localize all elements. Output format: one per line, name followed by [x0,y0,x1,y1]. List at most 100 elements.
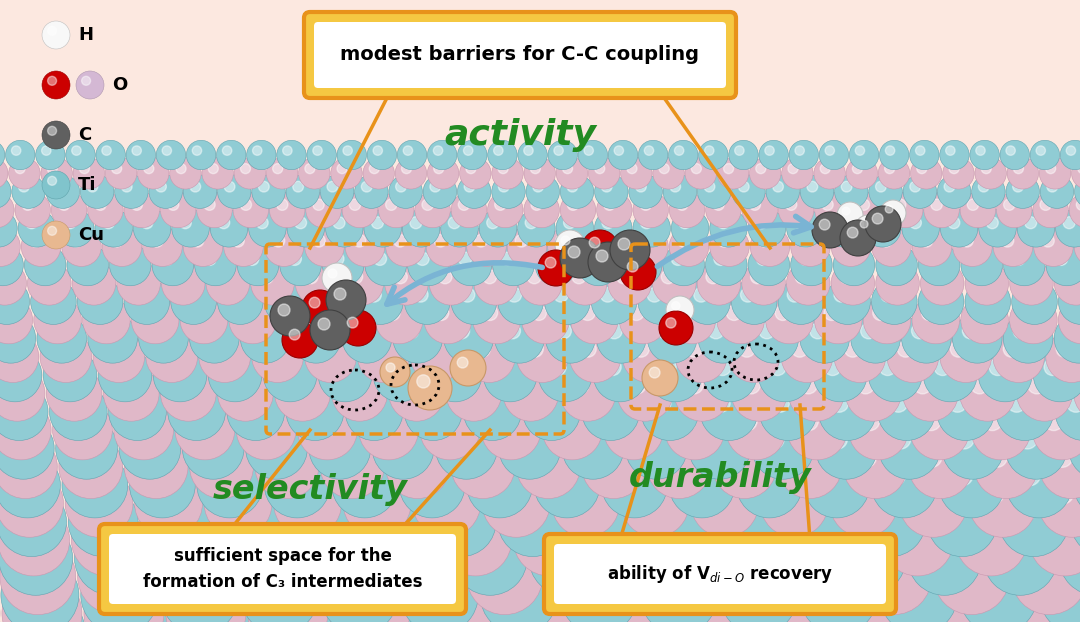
Circle shape [258,429,278,449]
Circle shape [807,181,818,192]
Circle shape [276,199,288,210]
Circle shape [0,192,14,228]
Text: C: C [78,126,91,144]
Circle shape [137,447,158,467]
Circle shape [538,250,573,286]
Circle shape [972,175,1005,208]
Circle shape [912,323,928,339]
Circle shape [0,539,76,615]
Circle shape [575,429,594,449]
Circle shape [256,571,281,596]
Circle shape [62,452,127,518]
Circle shape [424,296,472,344]
Circle shape [332,452,397,518]
Circle shape [606,323,622,339]
Circle shape [278,296,325,344]
Circle shape [76,465,96,486]
Circle shape [413,470,481,537]
Circle shape [1032,192,1068,228]
Circle shape [717,157,748,189]
Circle shape [80,175,113,208]
Circle shape [544,279,590,325]
Circle shape [54,358,71,376]
Circle shape [0,270,5,284]
Circle shape [815,417,877,479]
Circle shape [516,331,568,383]
Circle shape [535,452,599,518]
Circle shape [713,487,782,557]
Circle shape [467,227,507,266]
Circle shape [729,141,758,170]
Circle shape [190,435,254,499]
Circle shape [389,539,464,615]
Circle shape [191,234,204,247]
Circle shape [582,383,639,440]
Circle shape [698,262,741,305]
Circle shape [742,262,785,305]
Circle shape [731,279,777,325]
Circle shape [384,358,401,376]
Circle shape [307,518,329,541]
Circle shape [241,556,319,622]
Circle shape [404,553,429,577]
Circle shape [124,435,188,499]
Circle shape [48,26,56,35]
Circle shape [934,358,951,376]
Circle shape [309,297,320,308]
Circle shape [92,305,107,320]
Circle shape [3,591,85,622]
Circle shape [648,348,702,402]
Circle shape [522,296,569,344]
Circle shape [176,164,186,174]
Circle shape [0,252,3,266]
Circle shape [342,192,378,228]
Circle shape [766,175,799,208]
Circle shape [48,77,56,85]
Circle shape [0,227,21,266]
Circle shape [822,199,833,210]
Circle shape [1027,553,1051,577]
Circle shape [448,429,468,449]
Circle shape [258,181,269,192]
Circle shape [310,310,350,350]
Circle shape [428,141,457,170]
Circle shape [756,521,831,595]
Circle shape [42,121,70,149]
Circle shape [840,220,876,256]
Circle shape [567,181,578,192]
Circle shape [1055,571,1080,596]
Circle shape [468,536,491,559]
Circle shape [944,606,970,622]
Circle shape [403,323,419,339]
Circle shape [693,287,708,302]
Circle shape [0,279,29,325]
Circle shape [0,141,4,170]
Circle shape [330,157,362,189]
Circle shape [134,210,171,247]
Circle shape [373,146,382,156]
Circle shape [608,141,637,170]
Circle shape [389,175,422,208]
Circle shape [775,305,791,320]
Circle shape [683,465,703,486]
Circle shape [635,482,657,504]
Circle shape [446,366,501,421]
Circle shape [535,394,553,412]
Circle shape [620,254,656,290]
Circle shape [590,237,600,248]
Circle shape [737,452,802,518]
Circle shape [948,216,960,229]
Circle shape [937,175,971,208]
Circle shape [12,175,45,208]
Circle shape [19,606,45,622]
Circle shape [1005,146,1015,156]
Circle shape [1074,452,1080,518]
Circle shape [156,539,231,615]
Circle shape [0,305,10,320]
Circle shape [37,313,86,363]
Circle shape [143,465,164,486]
Circle shape [674,588,699,614]
Circle shape [548,227,588,266]
Circle shape [143,227,183,266]
Circle shape [582,230,618,266]
